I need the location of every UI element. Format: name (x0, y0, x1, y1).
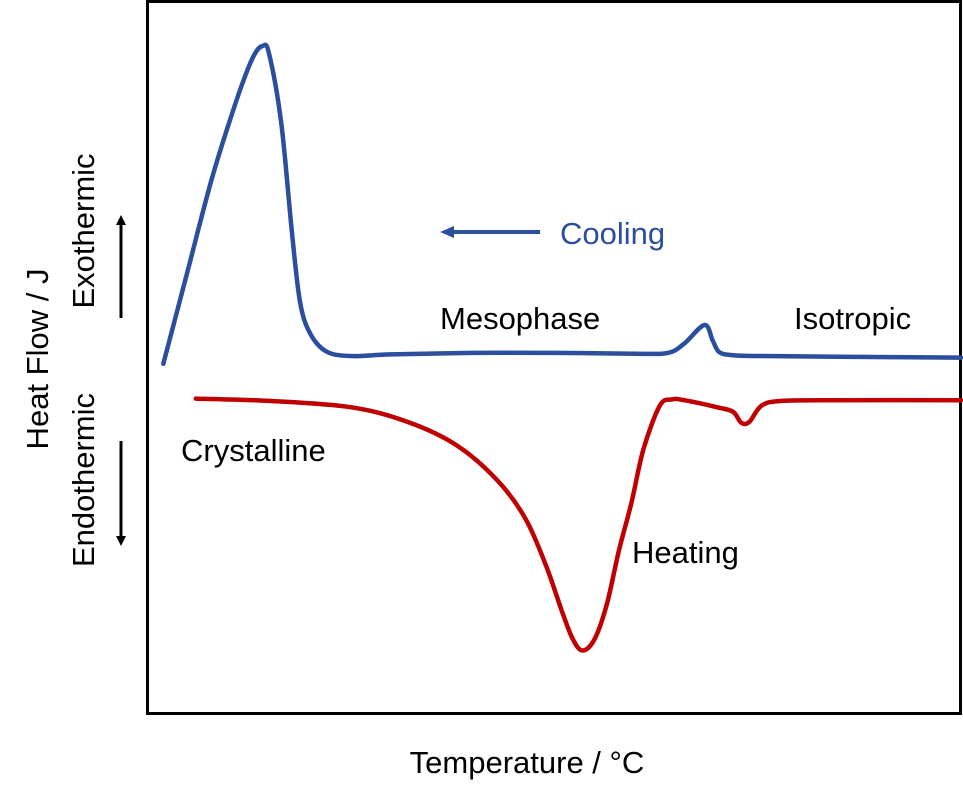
x-axis-label: Temperature / °C (410, 745, 645, 780)
y-axis-label: Heat Flow / J (20, 269, 55, 450)
heating-curve (193, 396, 963, 653)
isotropic-label: Isotropic (794, 301, 911, 336)
exothermic-label: Exothermic (66, 153, 101, 308)
heating-label: Heating (632, 535, 739, 570)
series-layer (161, 42, 963, 653)
cooling-label: Cooling (560, 216, 665, 251)
mesophase-label: Mesophase (440, 301, 600, 336)
cooling-curve (161, 42, 963, 367)
endothermic-label: Endothermic (66, 393, 101, 567)
crystalline-label: Crystalline (181, 433, 326, 468)
